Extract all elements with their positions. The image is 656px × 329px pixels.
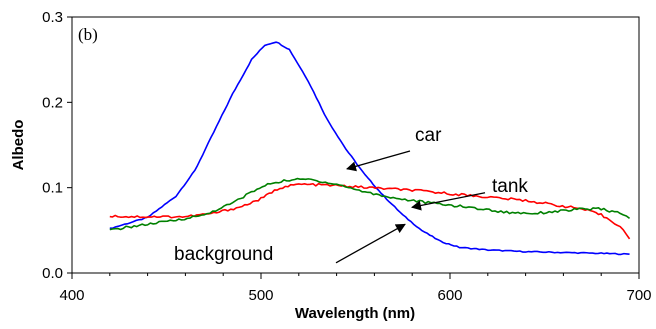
y-tick-label: 0.3: [42, 9, 63, 26]
annotation-arrow: [346, 150, 411, 172]
x-tick-label: 600: [437, 287, 462, 304]
series-layer: [109, 41, 631, 256]
series-line-tank: [109, 182, 631, 240]
x-tick-label: 400: [59, 287, 84, 304]
annotation-label: tank: [492, 176, 528, 197]
y-axis-title: Albedo: [10, 120, 27, 171]
annotation-layer: car tank background: [174, 125, 528, 265]
annotation-arrow: [335, 223, 406, 264]
ticks-layer: 400 500 600 700 0.0 0.1 0.2 0.3: [42, 9, 651, 304]
series-line-car: [109, 41, 630, 256]
annotation-label: car: [415, 125, 442, 146]
panel-label: (b): [78, 25, 98, 44]
x-tick-label: 500: [248, 287, 273, 304]
y-tick-label: 0.1: [42, 180, 63, 197]
series-line-background: [109, 177, 631, 231]
x-axis-title: Wavelength (nm): [295, 305, 415, 322]
y-tick-label: 0.0: [42, 265, 63, 282]
plot-frame: [71, 16, 640, 274]
y-tick-label: 0.2: [42, 94, 63, 111]
annotation-arrow: [411, 192, 486, 211]
x-tick-label: 700: [626, 287, 651, 304]
annotation-label: background: [174, 244, 273, 265]
